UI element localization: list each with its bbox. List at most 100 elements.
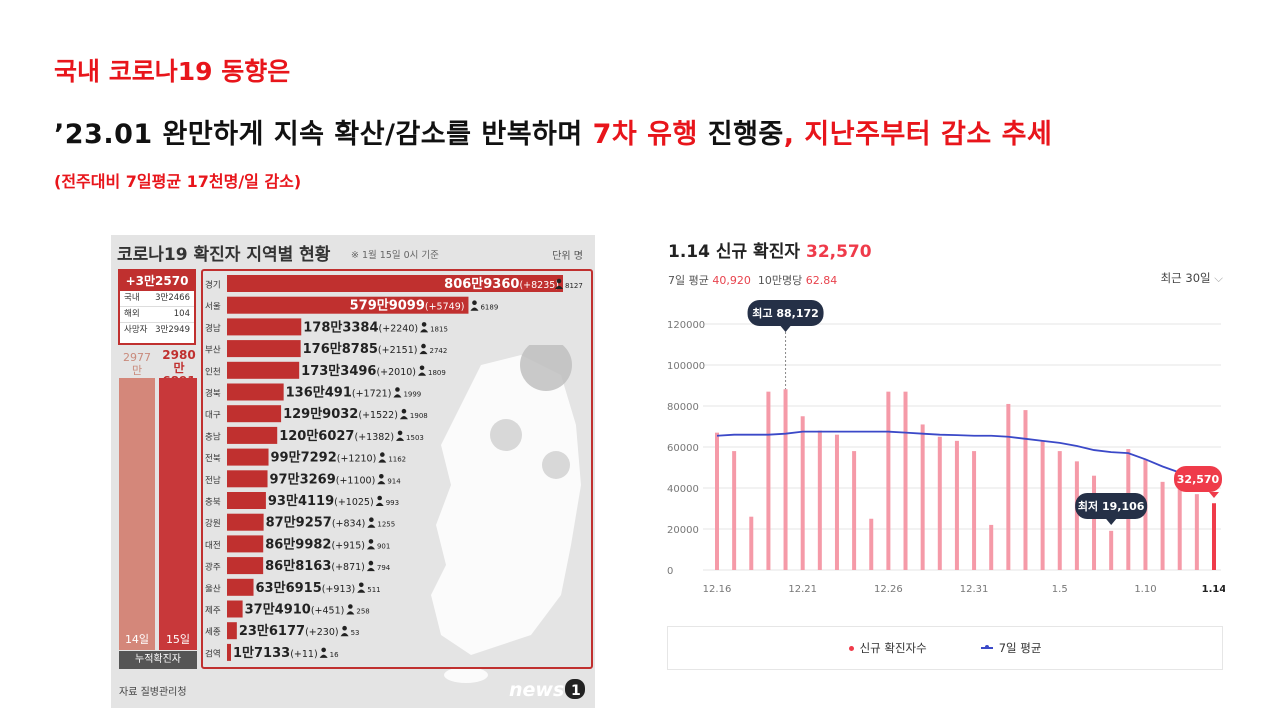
region-deaths: 794 (377, 564, 391, 572)
stat-per100k-label: 10만명당 (757, 274, 803, 287)
case-bar (1092, 475, 1097, 570)
case-bar (1040, 440, 1045, 570)
region-value: 87만9257(+834) (266, 515, 366, 531)
region-row: 경기 806만9360(+8235) 8127 (205, 275, 583, 292)
region-deaths: 16 (330, 651, 339, 659)
region-value: 97만3269(+1100) (270, 471, 376, 487)
subheading-part-3: 진행중 (697, 119, 784, 150)
y-tick-label: 100000 (667, 361, 705, 372)
case-bar (903, 391, 908, 570)
region-name: 제주 (205, 606, 221, 616)
region-name: 울산 (205, 583, 221, 594)
region-bar (227, 275, 563, 292)
region-value: 99만7292(+1210) (271, 450, 377, 466)
person-icon (555, 278, 563, 289)
case-bar (1212, 503, 1216, 570)
summary-value: 104 (173, 309, 190, 319)
region-deaths: 8127 (565, 282, 583, 290)
new-cases-chart-card: 1.14 신규 확진자 32,570 7일 평균 40,920 10만명당 62.… (665, 230, 1225, 670)
y-tick-label: 0 (667, 566, 673, 577)
region-bar (227, 426, 278, 444)
annotation-tooltip: 최고 88,172 (747, 300, 824, 390)
region-row: 전북 99만7292(+1210) 1162 (205, 448, 406, 466)
range-selector[interactable]: 최근 30일 ⌵ (1161, 270, 1223, 286)
region-deaths: 993 (386, 499, 399, 507)
region-deaths: 1809 (428, 369, 446, 377)
avg-line (716, 430, 1215, 487)
case-bar (1194, 494, 1199, 570)
person-icon (470, 300, 479, 311)
daily-summary-box: +3만2570 국내 3만2466 해외 104 사망자 3만2949 (118, 269, 196, 345)
region-bar (227, 361, 300, 379)
region-name: 인천 (205, 366, 221, 377)
region-name: 전남 (205, 475, 221, 486)
blue-line-icon (980, 645, 993, 649)
summary-value: 3만2466 (155, 293, 190, 303)
person-icon (393, 387, 402, 398)
region-value: 86만9982(+915) (265, 536, 365, 552)
svg-text:news: news (509, 679, 564, 701)
region-name: 서울 (205, 302, 221, 312)
case-bar (869, 518, 874, 570)
case-bar (937, 436, 942, 570)
case-bar (715, 432, 719, 570)
y-tick-label: 20000 (667, 525, 699, 536)
region-name: 부산 (205, 345, 221, 356)
region-name: 광주 (205, 562, 221, 573)
person-icon (399, 408, 408, 420)
person-icon (340, 625, 349, 637)
region-name: 검역 (205, 648, 221, 659)
x-tick-label: 12.21 (788, 584, 817, 595)
x-tick-label: 12.31 (960, 584, 989, 595)
y-tick-label: 120000 (667, 320, 705, 331)
region-value: 579만9099(+5749) (350, 298, 465, 314)
regional-infographic: 코로나19 확진자 지역별 현황 ※ 1월 15일 0시 기준 단위 명 +3만… (111, 235, 595, 708)
svg-text:32,570: 32,570 (1177, 473, 1220, 486)
infographic-source: 자료 질병관리청 (119, 687, 187, 698)
case-bar (920, 424, 925, 570)
summary-row-overseas: 해외 104 (120, 307, 194, 323)
region-bar (227, 643, 231, 661)
case-bar (1177, 488, 1182, 570)
case-bar (1109, 530, 1114, 570)
region-value: 178만3384(+2240) (303, 319, 418, 335)
region-row: 검역 1만7133(+11) 16 (205, 643, 339, 661)
summary-label: 국내 (124, 293, 140, 303)
region-bar (227, 405, 282, 423)
chart-title-text: 1.14 신규 확진자 (668, 242, 800, 262)
region-value: 1만7133(+11) (233, 645, 318, 661)
regional-bar-chart: 경기 806만9360(+8235) 8127 서울 579만9099(+5749) 61… (205, 275, 583, 661)
region-row: 대전 86만9982(+915) 901 (205, 535, 390, 553)
svg-text:최저 19,106: 최저 19,106 (1078, 499, 1145, 513)
subheading-highlight-wave: 7차 유행 (592, 119, 698, 150)
stat-avg-label: 7일 평균 (668, 274, 709, 287)
slide-note: (전주대비 7일평균 17천명/일 감소) (54, 172, 302, 191)
region-name: 충남 (205, 432, 221, 442)
cumulative-bar-prev (119, 378, 155, 650)
region-deaths: 914 (387, 477, 401, 485)
region-row: 부산 176만8785(+2151) 2742 (205, 340, 447, 358)
region-value: 136만491(+1721) (286, 385, 392, 401)
region-name: 경북 (205, 388, 221, 399)
case-bar (1074, 461, 1079, 570)
case-bar (852, 451, 857, 570)
stat-per100k-value: 62.84 (805, 274, 838, 287)
region-name: 세종 (205, 628, 221, 638)
region-row: 전남 97만3269(+1100) 914 (205, 470, 401, 488)
chart-stats: 7일 평균 40,920 10만명당 62.84 (668, 272, 837, 288)
region-deaths: 2742 (429, 347, 447, 355)
range-label: 최근 30일 (1160, 271, 1211, 285)
region-bar (227, 622, 237, 640)
region-bar (227, 557, 264, 575)
region-row: 울산 63만6915(+913) 511 (205, 578, 381, 596)
person-icon (319, 647, 328, 658)
case-bar (886, 391, 891, 570)
region-name: 경기 (205, 280, 221, 291)
region-row: 서울 579만9099(+5749) 6189 (205, 296, 498, 314)
cumulative-caption: 누적확진자 (119, 651, 197, 669)
slide-subheading: ’23.01 완만하게 지속 확산/감소를 반복하며 7차 유행 진행중, 지난… (54, 112, 1052, 151)
region-name: 대구 (205, 411, 221, 421)
case-bar (1057, 451, 1062, 570)
person-icon (367, 517, 376, 528)
